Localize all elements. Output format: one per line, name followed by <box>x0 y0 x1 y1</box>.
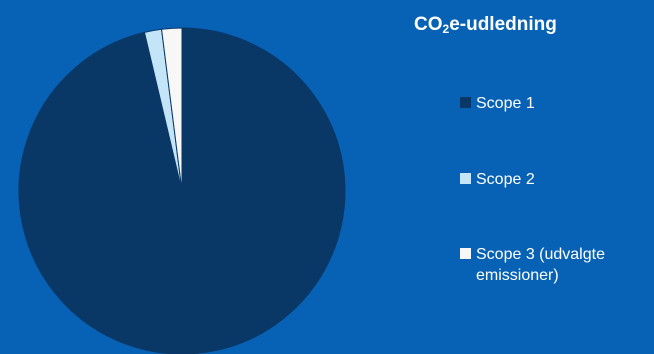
pie-slice-scope-3-udvalgte-emissioner <box>161 27 183 192</box>
legend-item-scope-1: Scope 1 <box>460 93 535 114</box>
legend-swatch-scope-3 <box>460 248 471 259</box>
legend-label-scope-3-line1: Scope 3 (udvalgte <box>476 246 605 263</box>
chart-title-main: CO <box>414 14 443 35</box>
chart-title-rest: e-udledning <box>449 14 557 35</box>
legend-swatch-scope-2 <box>460 173 471 184</box>
legend-label-scope-3-line2: emissioner) <box>476 267 559 284</box>
legend: Scope 1 Scope 2 Scope 3 (udvalgte emissi… <box>460 0 654 354</box>
legend-swatch-scope-1 <box>460 97 471 108</box>
legend-label-scope-1: Scope 1 <box>476 95 535 112</box>
pie-chart <box>18 27 346 354</box>
chart-title: CO2e-udledning <box>414 12 557 38</box>
chart-title-subscript: 2 <box>442 22 450 36</box>
legend-item-scope-2: Scope 2 <box>460 169 535 190</box>
legend-item-scope-3: Scope 3 (udvalgte emissioner) <box>460 244 605 286</box>
legend-label-scope-2: Scope 2 <box>476 171 535 188</box>
